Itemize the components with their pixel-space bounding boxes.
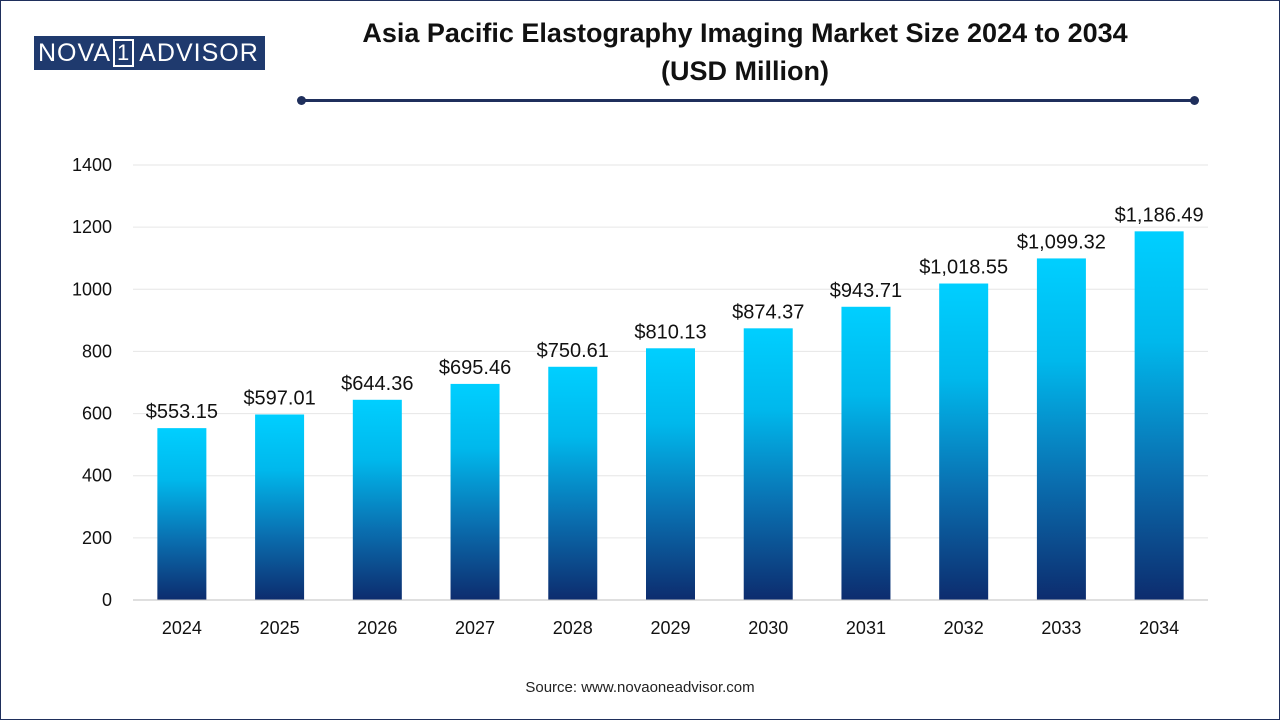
x-tick-label-2031: 2031 [846,618,886,638]
brand-logo-right: ADVISOR [137,36,265,70]
brand-left-text: NOVA [38,38,111,67]
bar-2032 [939,283,989,600]
y-tick-label: 1200 [72,217,112,237]
bars [157,231,1184,600]
y-tick-label: 200 [82,528,112,548]
x-tick-label-2026: 2026 [357,618,397,638]
x-tick-label-2028: 2028 [553,618,593,638]
x-tick-label-2034: 2034 [1139,618,1179,638]
bar-2024 [157,428,207,600]
y-tick-label: 1400 [72,155,112,175]
value-label-2024: $553.15 [146,401,218,423]
brand-right-text: ADVISOR [139,38,259,67]
title-divider-right-dot [1190,96,1199,105]
y-tick-label: 0 [102,590,112,610]
x-tick-label-2024: 2024 [162,618,202,638]
y-tick-label: 800 [82,341,112,361]
value-label-2026: $644.36 [341,373,413,395]
value-label-2028: $750.61 [537,340,609,362]
y-tick-label: 600 [82,404,112,424]
y-tick-label: 400 [82,466,112,486]
bar-2030 [743,328,793,600]
x-tick-label-2033: 2033 [1041,618,1081,638]
bar-2028 [548,366,598,600]
value-label-2032: $1,018.55 [919,257,1008,279]
bar-2031 [841,306,891,600]
value-labels: $553.15 $597.01 $644.36 $695.46 $750.61 $810.… [146,204,1204,423]
y-axis: 0 200 400 600 800 1000 1200 1400 [72,155,112,610]
x-tick-label-2030: 2030 [748,618,788,638]
bar-2033 [1036,258,1086,600]
chart-title-line-1: Asia Pacific Elastography Imaging Market… [362,18,1128,48]
title-divider [301,99,1195,102]
bar-2027 [450,383,500,600]
value-label-2034: $1,186.49 [1115,204,1204,226]
bar-2034 [1134,231,1184,600]
source-note: Source: www.novaoneadvisor.com [525,679,755,696]
value-label-2033: $1,099.32 [1017,231,1106,253]
brand-box-text: 1 [113,39,135,67]
value-label-2029: $810.13 [634,321,706,343]
value-label-2025: $597.01 [243,388,315,410]
x-tick-label-2025: 2025 [260,618,300,638]
value-label-2027: $695.46 [439,357,511,379]
x-tick-label-2029: 2029 [650,618,690,638]
chart-title-line-2: (USD Million) [661,56,829,86]
brand-logo-left: NOVA 1 [34,36,138,70]
x-tick-label-2032: 2032 [944,618,984,638]
brand-logo: NOVA 1 ADVISOR [34,36,265,70]
chart-title: Asia Pacific Elastography Imaging Market… [260,14,1230,90]
y-tick-label: 1000 [72,279,112,299]
value-label-2031: $943.71 [830,280,902,302]
value-label-2030: $874.37 [732,301,804,323]
bar-2025 [255,414,305,600]
bar-2029 [646,348,695,600]
x-axis: 2024 2025 2026 2027 2028 2029 2030 2031 2032 2033… [133,599,1208,638]
title-divider-left-dot [297,96,306,105]
bar-2026 [352,399,402,600]
x-tick-label-2027: 2027 [455,618,495,638]
